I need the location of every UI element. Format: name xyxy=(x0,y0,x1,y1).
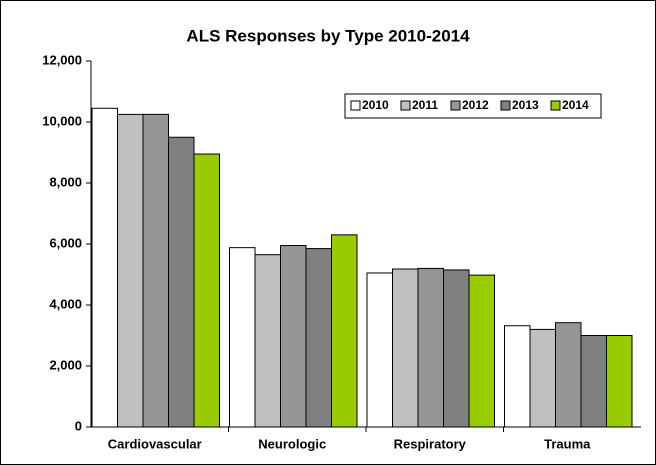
bar xyxy=(580,335,607,428)
y-tick-label: 12,000 xyxy=(42,52,82,67)
bar xyxy=(168,136,195,428)
y-tick-label: 8,000 xyxy=(49,174,82,189)
x-tick-label: Cardiovascular xyxy=(108,436,202,451)
legend-text: 2013 xyxy=(512,98,539,112)
bar xyxy=(555,322,582,428)
bar xyxy=(606,335,633,428)
legend-swatch xyxy=(450,100,461,111)
legend-swatch xyxy=(350,100,361,111)
bar xyxy=(443,269,470,428)
bar xyxy=(229,247,256,428)
bar xyxy=(529,328,556,428)
y-tick-label: 6,000 xyxy=(49,235,82,250)
legend-swatch xyxy=(400,100,411,111)
legend-text: 2010 xyxy=(362,98,389,112)
x-tick-label: Trauma xyxy=(544,436,591,451)
bar xyxy=(468,274,495,428)
chart-title: ALS Responses by Type 2010-2014 xyxy=(186,26,470,45)
x-tick-label: Neurologic xyxy=(258,436,326,451)
bar xyxy=(504,325,531,428)
bar xyxy=(280,245,307,428)
bar xyxy=(142,113,169,428)
bar xyxy=(366,272,393,428)
y-tick-label: 2,000 xyxy=(49,357,82,372)
bar xyxy=(91,107,118,428)
legend-swatch xyxy=(550,100,561,111)
bar xyxy=(331,234,358,428)
y-tick-label: 10,000 xyxy=(42,113,82,128)
y-tick-label: 0 xyxy=(75,418,82,433)
bar xyxy=(193,153,220,428)
legend-text: 2011 xyxy=(412,98,438,112)
x-tick-label: Respiratory xyxy=(394,436,467,451)
bar xyxy=(392,268,419,428)
bar xyxy=(417,267,444,428)
bar xyxy=(305,248,332,428)
y-tick-label: 4,000 xyxy=(49,296,82,311)
legend-text: 2014 xyxy=(562,98,589,112)
legend-text: 2012 xyxy=(462,98,489,112)
legend-swatch xyxy=(500,100,511,111)
bar xyxy=(254,254,281,428)
bar xyxy=(117,113,144,428)
